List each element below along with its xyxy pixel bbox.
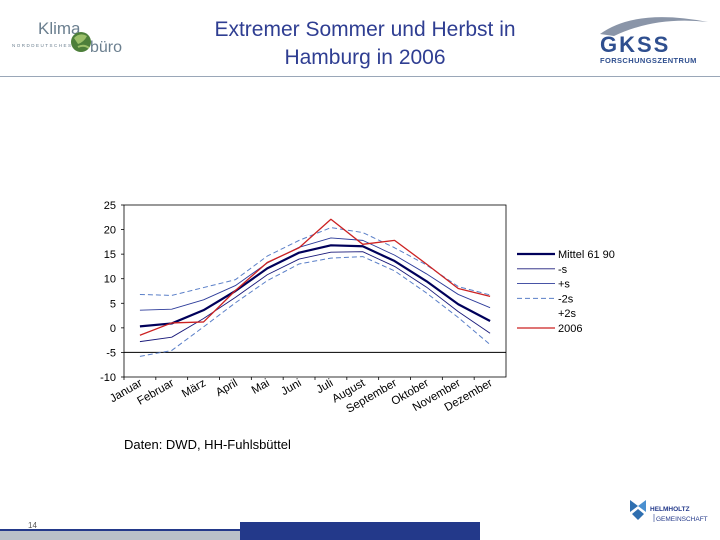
y-tick-label: 10 xyxy=(104,274,116,286)
x-tick-label: April xyxy=(214,377,240,399)
plot-border xyxy=(123,204,507,378)
y-tick-label: 25 xyxy=(104,200,116,212)
series-line-1 xyxy=(139,251,491,343)
series-lines xyxy=(139,218,491,357)
globe-icon xyxy=(71,32,91,52)
klimabuero-logo: Klima NORDDEUTSCHES büro xyxy=(12,19,122,56)
y-tick-label: 20 xyxy=(104,225,116,237)
y-axis-ticks: 25 20 15 10 5 0 -5 -10 xyxy=(100,200,124,384)
legend-label: -2s xyxy=(558,293,574,305)
y-tick-label: 5 xyxy=(110,298,116,310)
page-number: 14 xyxy=(28,521,37,530)
data-source-note: Daten: DWD, HH-Fuhlsbüttel xyxy=(124,437,291,452)
legend-label: 2006 xyxy=(558,323,582,335)
header-divider xyxy=(0,76,720,77)
legend-label: -s xyxy=(558,264,568,276)
logo-gkss-word: GKSS xyxy=(600,32,670,57)
helmholtz-h-icon xyxy=(630,500,646,520)
x-tick-label: März xyxy=(180,377,208,400)
series-line-5 xyxy=(139,218,491,336)
legend-label: +2s xyxy=(558,308,577,320)
plot-area xyxy=(123,204,507,378)
legend-label: Mittel 61 90 xyxy=(558,249,615,261)
logo-klima-tagline: NORDDEUTSCHES xyxy=(12,43,73,48)
y-tick-label: -5 xyxy=(106,347,116,359)
logo-gkss-subtitle: FORSCHUNGSZENTRUM xyxy=(600,56,697,65)
title-line-1: Extremer Sommer und Herbst in xyxy=(214,18,516,41)
title-line-2: Hamburg in 2006 xyxy=(284,46,446,69)
x-tick-label: Juni xyxy=(279,377,303,398)
helmholtz-line-1: HELMHOLTZ xyxy=(650,506,690,513)
gkss-swoosh-icon xyxy=(600,17,708,36)
legend-label: +s xyxy=(558,279,570,291)
x-tick-label: Mai xyxy=(250,377,272,397)
footer-blue-band xyxy=(240,522,480,540)
helmholtz-logo: HELMHOLTZ GEMEINSCHAFT xyxy=(630,500,708,523)
x-tick-label: Februar xyxy=(135,377,176,408)
chart-legend: Mittel 61 90 -s +s -2s +2s 2006 xyxy=(517,249,615,335)
helmholtz-line-2: GEMEINSCHAFT xyxy=(656,516,708,523)
gkss-logo: GKSS FORSCHUNGSZENTRUM xyxy=(600,17,708,65)
logo-klima-word: Klima xyxy=(38,19,81,38)
page-title: Extremer Sommer und Herbst in Hamburg in… xyxy=(150,16,580,72)
series-line-0 xyxy=(139,244,491,328)
y-tick-label: -10 xyxy=(100,372,116,384)
series-line-2 xyxy=(139,237,491,311)
footer-gray-band xyxy=(0,531,240,540)
y-tick-label: 0 xyxy=(110,323,116,335)
y-tick-label: 15 xyxy=(104,249,116,261)
logo-buero-word: büro xyxy=(90,39,122,56)
series-line-3 xyxy=(139,256,491,357)
